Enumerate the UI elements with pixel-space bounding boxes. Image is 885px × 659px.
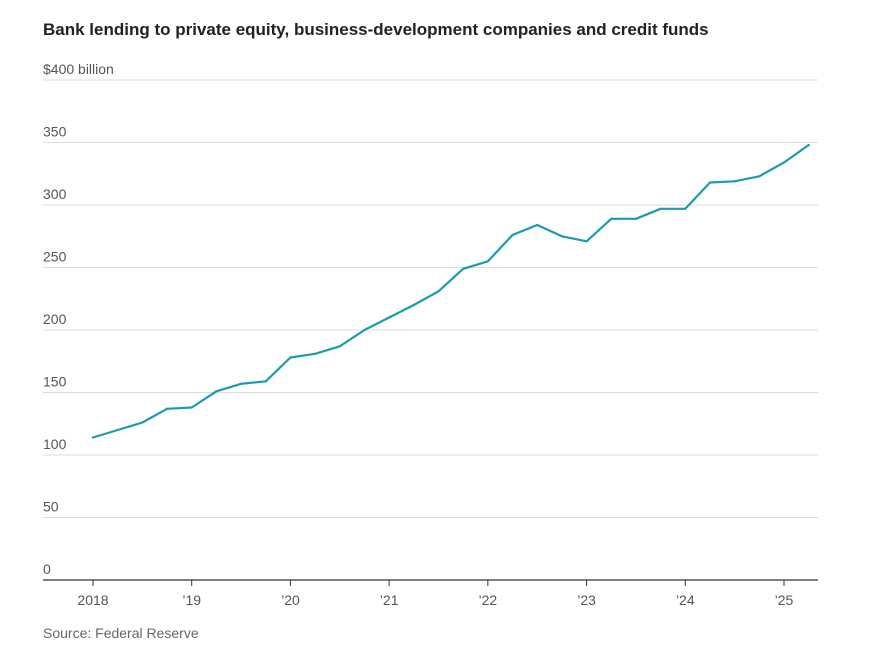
data-point [289, 356, 292, 359]
x-tick-label: ’23 [577, 592, 596, 608]
x-tick-label: ’21 [380, 592, 399, 608]
y-tick-label: 0 [43, 561, 51, 577]
x-axis-tick-labels: 2018 ’19 ’20 ’21 ’22 ’23 ’24 ’25 [77, 592, 793, 608]
data-point [758, 175, 761, 178]
x-tick-label: ’19 [182, 592, 201, 608]
data-point [141, 421, 144, 424]
data-point [190, 406, 193, 409]
data-point [659, 207, 662, 210]
x-tick-label: ’24 [676, 592, 695, 608]
y-tick-label: $400 billion [43, 61, 114, 77]
data-point [412, 303, 415, 307]
data-point [684, 207, 687, 210]
y-tick-label: 150 [43, 374, 67, 390]
data-point [536, 223, 539, 227]
x-tick-label: ’25 [775, 592, 794, 608]
source-note: Source: Federal Reserve [43, 625, 199, 641]
data-point [388, 316, 391, 319]
data-point [560, 235, 563, 238]
series-line [91, 143, 810, 439]
x-axis [43, 579, 818, 586]
y-tick-label: 250 [43, 249, 67, 265]
data-point [708, 181, 712, 184]
data-point [585, 240, 588, 243]
x-tick-label: ’22 [479, 592, 498, 608]
x-tick-label: 2018 [77, 592, 108, 608]
data-point [239, 382, 243, 385]
data-point [363, 328, 366, 332]
data-point [91, 436, 95, 439]
series-group [91, 143, 810, 439]
data-point [462, 267, 465, 270]
chart-title: Bank lending to private equity, business… [43, 20, 709, 39]
data-point [511, 233, 514, 237]
y-tick-label: 300 [43, 186, 67, 202]
data-point [338, 345, 341, 348]
data-point [215, 390, 218, 393]
data-point [782, 161, 786, 164]
data-point [314, 352, 317, 355]
y-tick-label: 200 [43, 311, 67, 327]
data-point [264, 380, 267, 383]
y-axis-tick-labels: 0 50 100 150 200 250 300 350 $400 billion [43, 61, 114, 577]
data-point [165, 407, 169, 410]
y-tick-label: 350 [43, 124, 67, 140]
data-point [634, 217, 638, 220]
data-point [733, 180, 736, 183]
data-point [807, 143, 810, 147]
data-point [486, 260, 489, 263]
gridlines [43, 79, 818, 518]
y-tick-label: 100 [43, 436, 67, 452]
x-tick-label: ’20 [281, 592, 300, 608]
data-point [610, 217, 613, 220]
data-point [116, 428, 119, 432]
data-point [437, 290, 440, 293]
y-tick-label: 50 [43, 499, 59, 515]
